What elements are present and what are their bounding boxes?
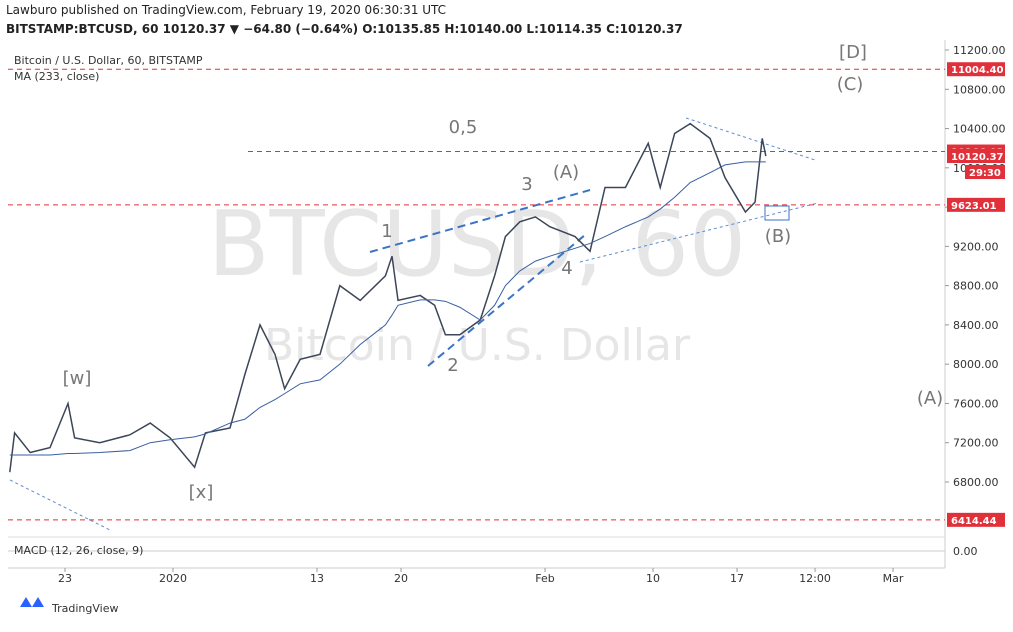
last-price-tag — [947, 149, 1005, 164]
x-tick-label: Mar — [883, 572, 904, 585]
x-tick-label: 12:00 — [799, 572, 831, 585]
footer: TradingView — [51, 602, 118, 615]
x-tick-label: 2020 — [159, 572, 187, 585]
quote: BITSTAMP:BTCUSD, 60 10120.37 ▼ −64.80 (−… — [6, 22, 683, 36]
legend-entry: Bitcoin / U.S. Dollar, 60, BITSTAMP — [14, 54, 203, 67]
trendlines — [369, 189, 591, 367]
annotation: (B) — [765, 226, 791, 247]
y-tick-label: 8000.00 — [953, 358, 999, 371]
annotation: [w] — [63, 368, 92, 389]
wedge-lines — [9, 117, 819, 531]
level-tag — [947, 62, 1005, 77]
annotation: (A) — [553, 162, 579, 183]
level-tag — [947, 197, 1005, 212]
level-label: 6414.44 — [951, 516, 997, 527]
y-tick-label: 10800.00 — [953, 83, 1006, 96]
logo — [20, 597, 44, 607]
x-tick-label: Feb — [535, 572, 554, 585]
x-tick-label: 20 — [394, 572, 408, 585]
level-label: 9623.01 — [951, 201, 997, 212]
level-tag — [947, 512, 1005, 527]
macd-label: MACD (12, 26, close, 9) — [14, 544, 143, 557]
last-price: 10120.37 — [951, 152, 1004, 163]
annotation: 1 — [381, 221, 392, 242]
x-tick-label: 17 — [730, 572, 744, 585]
annotation: 2 — [447, 355, 458, 376]
watermark-description: Bitcoin / U.S. Dollar — [264, 320, 691, 371]
y-tick-label: 8800.00 — [953, 280, 999, 293]
x-tick-label: 10 — [646, 572, 660, 585]
level-label: 11004.40 — [951, 65, 1004, 76]
target-box — [764, 205, 790, 221]
annotation: 0,5 — [449, 117, 478, 138]
annotation: (C) — [837, 74, 864, 95]
legend-entry: MA (233, close) — [14, 70, 99, 83]
countdown: 29:30 — [969, 168, 1001, 179]
x-tick-label: 23 — [58, 572, 72, 585]
x-tick-label: 13 — [310, 572, 324, 585]
series-line — [9, 122, 767, 473]
y-tick-label: 7200.00 — [953, 437, 999, 450]
annotation: 4 — [561, 258, 572, 279]
y-tick-label: 10400.00 — [953, 123, 1006, 136]
annotation: 3 — [521, 174, 532, 195]
macd-zero-label: 0.00 — [953, 545, 978, 558]
y-tick-label: 7600.00 — [953, 397, 999, 410]
countdown-tag — [965, 165, 1005, 180]
annotation: [x] — [189, 482, 214, 503]
y-tick-label: 6800.00 — [953, 476, 999, 489]
annotation: [D] — [839, 42, 867, 63]
y-tick-label: 8400.00 — [953, 319, 999, 332]
series-line — [9, 161, 766, 456]
annotation: (A) — [917, 388, 943, 409]
publisher: Lawburo published on TradingView.com, Fe… — [6, 3, 446, 17]
watermark-symbol: BTCUSD, 60 — [208, 192, 746, 297]
y-tick-label: 11200.00 — [953, 44, 1006, 57]
y-tick-label: 9200.00 — [953, 240, 999, 253]
